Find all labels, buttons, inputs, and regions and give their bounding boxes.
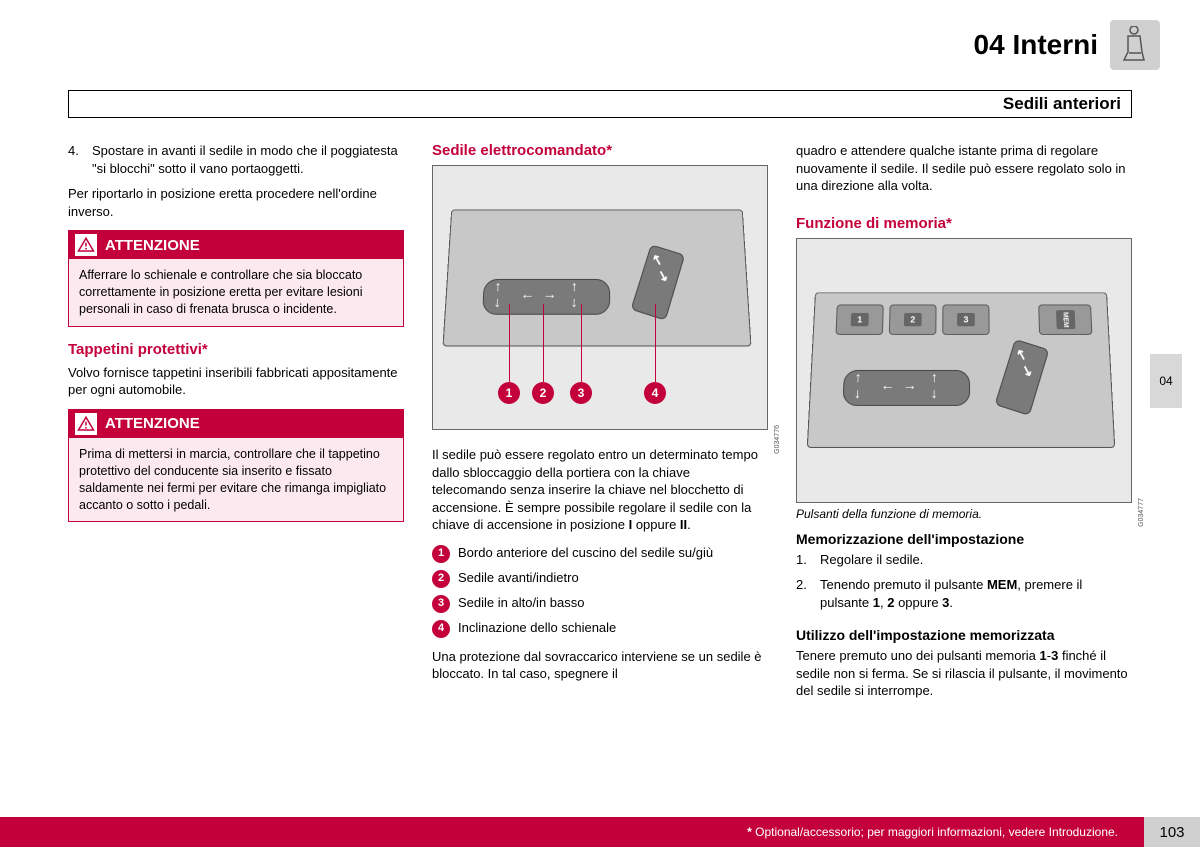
warning-body: Afferrare lo schienale e controllare che… bbox=[69, 259, 403, 326]
step-1: 1. Regolare il sedile. bbox=[796, 551, 1132, 569]
callout-label-1: 1 bbox=[498, 382, 520, 404]
section-title-bar: Sedili anteriori bbox=[68, 90, 1132, 118]
step-4: 4. Spostare in avanti il sedile in modo … bbox=[68, 142, 404, 177]
seat-backrest-control: ↖ ↘ bbox=[631, 244, 686, 320]
callout-label-3: 3 bbox=[570, 382, 592, 404]
warning-title: ATTENZIONE bbox=[105, 415, 200, 432]
paragraph: Per riportarlo in posizione eretta proce… bbox=[68, 185, 404, 220]
content-columns: 4. Spostare in avanti il sedile in modo … bbox=[68, 142, 1132, 710]
callout-circle: 3 bbox=[432, 595, 450, 613]
paragraph: Volvo fornisce tappetini inseribili fabb… bbox=[68, 364, 404, 399]
paragraph: Una protezione dal sovraccarico intervie… bbox=[432, 648, 768, 683]
seat-backrest-control: ↖ ↘ bbox=[994, 339, 1049, 416]
memory-button-mem: MEM bbox=[1038, 304, 1092, 334]
memory-button-1: 1 bbox=[835, 304, 883, 334]
step-number: 2. bbox=[796, 576, 820, 611]
callout-text: Sedile avanti/indietro bbox=[458, 569, 579, 587]
paragraph: quadro e attendere qualche istante prima… bbox=[796, 142, 1132, 195]
callout-list: 1 Bordo anteriore del cuscino del sedile … bbox=[432, 544, 768, 638]
callout-label-4: 4 bbox=[644, 382, 666, 404]
column-1: 4. Spostare in avanti il sedile in modo … bbox=[68, 142, 404, 710]
warning-header: ATTENZIONE bbox=[69, 410, 403, 438]
heading-tappetini: Tappetini protettivi* bbox=[68, 341, 404, 358]
seat-cushion-control: ↑ ↓ ← → ↑ ↓ bbox=[482, 279, 610, 315]
warning-triangle-icon bbox=[75, 234, 97, 256]
seat-icon bbox=[1110, 20, 1160, 70]
seat-cushion-control: ↑ ↓ ← → ↑ ↓ bbox=[842, 370, 970, 406]
section-title: Sedili anteriori bbox=[1003, 94, 1121, 113]
warning-box-2: ATTENZIONE Prima di mettersi in marcia, … bbox=[68, 409, 404, 523]
heading-memoria: Funzione di memoria* bbox=[796, 215, 1132, 232]
step-text: Spostare in avanti il sedile in modo che… bbox=[92, 142, 404, 177]
leader-line bbox=[509, 304, 510, 382]
page: 04 Interni Sedili anteriori 04 4. Sposta… bbox=[0, 0, 1200, 847]
callout-item-3: 3 Sedile in alto/in basso bbox=[432, 594, 768, 613]
callout-text: Sedile in alto/in basso bbox=[458, 594, 584, 612]
step-text: Regolare il sedile. bbox=[820, 551, 1132, 569]
callout-circle: 4 bbox=[432, 620, 450, 638]
footer-bar: * Optional/accessorio; per maggiori info… bbox=[0, 817, 1200, 847]
step-number: 4. bbox=[68, 142, 92, 177]
chapter-header: 04 Interni bbox=[974, 20, 1161, 70]
chapter-title: 04 Interni bbox=[974, 29, 1099, 61]
step-2: 2. Tenendo premuto il pulsante MEM, prem… bbox=[796, 576, 1132, 611]
leader-line bbox=[581, 304, 582, 382]
warning-box-1: ATTENZIONE Afferrare lo schienale e cont… bbox=[68, 230, 404, 327]
column-2: Sedile elettrocomandato* ↑ ↓ ← → ↑ ↓ ↖ ↘ bbox=[432, 142, 768, 710]
subheading-utilizzo: Utilizzo dell'impostazione memorizzata bbox=[796, 627, 1132, 643]
callout-item-4: 4 Inclinazione dello schienale bbox=[432, 619, 768, 638]
side-tab: 04 bbox=[1150, 354, 1182, 408]
figure-seat-control: ↑ ↓ ← → ↑ ↓ ↖ ↘ 1 2 bbox=[432, 165, 768, 430]
step-text: Tenendo premuto il pulsante MEM, premere… bbox=[820, 576, 1132, 611]
callout-text: Bordo anteriore del cuscino del sedile s… bbox=[458, 544, 713, 562]
memory-panel: 1 2 3 MEM ↑ ↓ ← → ↑ ↓ ↖ ↘ bbox=[807, 292, 1115, 448]
figure-caption: Pulsanti della funzione di memoria. bbox=[796, 507, 1132, 521]
memory-button-3: 3 bbox=[942, 304, 989, 334]
figure-code: G034776 bbox=[774, 425, 781, 454]
callout-text: Inclinazione dello schienale bbox=[458, 619, 616, 637]
memory-button-2: 2 bbox=[889, 304, 937, 334]
subheading-memorizzazione: Memorizzazione dell'impostazione bbox=[796, 531, 1132, 547]
leader-line bbox=[655, 304, 656, 382]
control-panel: ↑ ↓ ← → ↑ ↓ ↖ ↘ bbox=[443, 209, 752, 346]
figure-memory-function: 1 2 3 MEM ↑ ↓ ← → ↑ ↓ ↖ ↘ bbox=[796, 238, 1132, 503]
warning-body: Prima di mettersi in marcia, controllare… bbox=[69, 438, 403, 522]
paragraph: Il sedile può essere regolato entro un d… bbox=[432, 446, 768, 534]
warning-header: ATTENZIONE bbox=[69, 231, 403, 259]
step-number: 1. bbox=[796, 551, 820, 569]
callout-item-2: 2 Sedile avanti/indietro bbox=[432, 569, 768, 588]
figure-code: G034777 bbox=[1138, 498, 1145, 527]
column-3: quadro e attendere qualche istante prima… bbox=[796, 142, 1132, 710]
footer-text: * Optional/accessorio; per maggiori info… bbox=[747, 825, 1118, 839]
callout-label-2: 2 bbox=[532, 382, 554, 404]
heading-sedile: Sedile elettrocomandato* bbox=[432, 142, 768, 159]
leader-line bbox=[543, 304, 544, 382]
callout-circle: 2 bbox=[432, 570, 450, 588]
page-number: 103 bbox=[1144, 817, 1200, 847]
warning-triangle-icon bbox=[75, 413, 97, 435]
paragraph: Tenere premuto uno dei pulsanti memoria … bbox=[796, 647, 1132, 700]
callout-item-1: 1 Bordo anteriore del cuscino del sedile … bbox=[432, 544, 768, 563]
warning-title: ATTENZIONE bbox=[105, 237, 200, 254]
callout-circle: 1 bbox=[432, 545, 450, 563]
